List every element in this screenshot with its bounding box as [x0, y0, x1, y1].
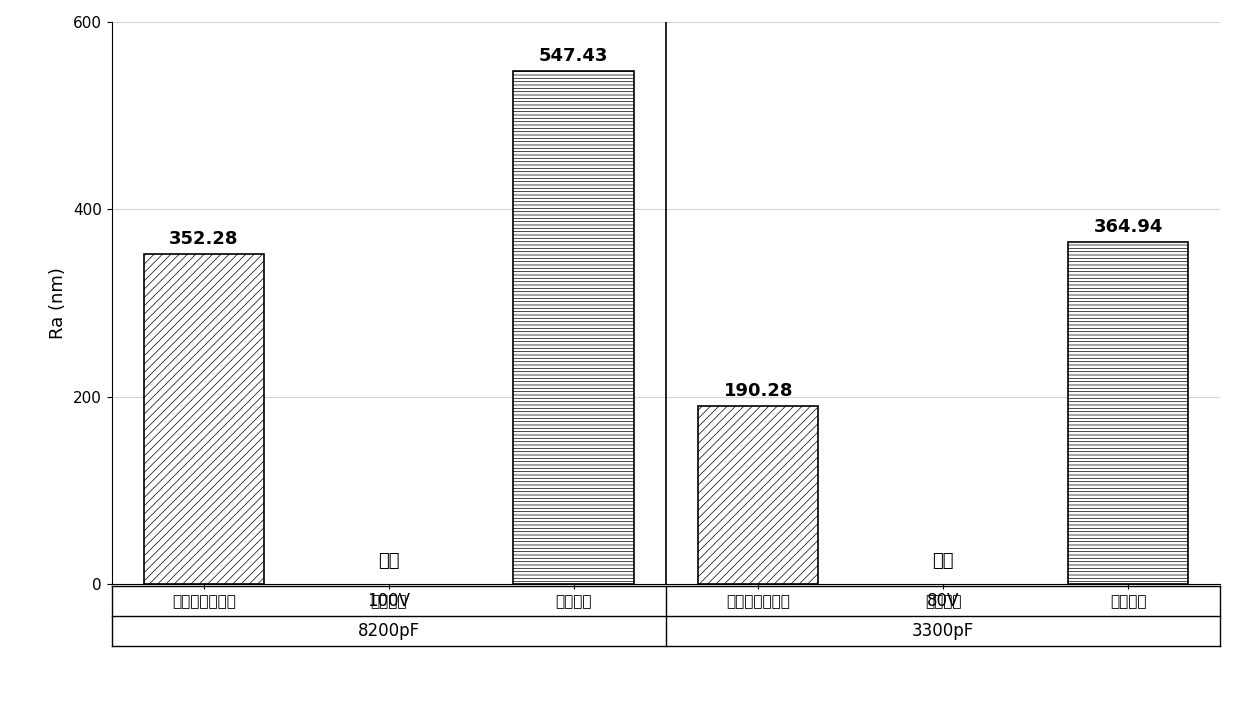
Text: 失败: 失败 [933, 552, 954, 570]
Text: 190.28: 190.28 [724, 382, 793, 400]
Text: 8200pF: 8200pF [358, 622, 420, 640]
Bar [1068, 242, 1188, 584]
Y-axis label: Ra (nm): Ra (nm) [50, 267, 67, 339]
Text: 547.43: 547.43 [539, 47, 608, 65]
Bar [513, 71, 633, 584]
Text: 364.94: 364.94 [1093, 219, 1162, 237]
Text: 352.28: 352.28 [170, 230, 239, 248]
Text: 3300pF: 3300pF [912, 622, 974, 640]
Bar [144, 254, 264, 584]
Bar [699, 406, 819, 584]
Text: 失败: 失败 [378, 552, 399, 570]
Text: 80V: 80V [927, 592, 959, 610]
Text: 100V: 100V [367, 592, 410, 610]
